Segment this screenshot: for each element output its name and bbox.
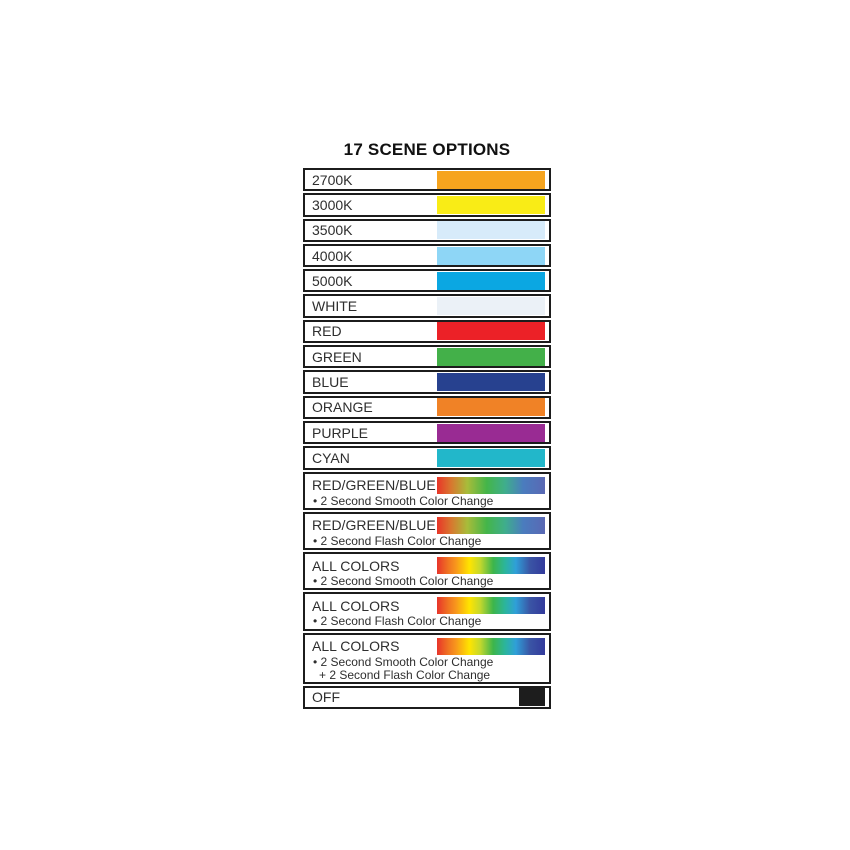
color-swatch [437,448,545,467]
color-swatch [437,516,545,534]
scene-label: ALL COLORS [312,597,400,614]
scene-note: + 2 Second Flash Color Change [319,667,491,682]
scene-row-top: BLUE [305,372,549,392]
scene-note: • 2 Second Flash Color Change [313,533,482,548]
scene-option-row: RED/GREEN/BLUE • 2 Second Smooth Color Ch… [303,471,551,510]
scene-row-top: 3500K [305,221,549,240]
scene-option-row: ALL COLORS • 2 Second Flash Color Change [303,592,551,631]
scene-row-top: 5000K [305,271,549,290]
scene-option-row: ALL COLORS • 2 Second Smooth Color Change… [303,632,551,684]
scene-row-top: PURPLE [305,423,549,442]
color-swatch [437,271,545,290]
scene-label: BLUE [312,374,349,391]
page-title: 17 SCENE OPTIONS [343,140,511,159]
color-swatch [437,557,545,575]
scene-option-row: 4000K [303,243,551,268]
scene-option-row: 5000K [303,269,551,293]
scene-note: • 2 Second Smooth Color Change [313,493,494,508]
color-swatch [437,423,545,442]
scene-note: • 2 Second Flash Color Change [313,614,482,629]
scene-label: PURPLE [312,424,369,441]
scene-option-row: ALL COLORS • 2 Second Smooth Color Change [303,552,551,591]
scene-option-row: 3500K [303,218,551,242]
scene-row-top: ALL COLORS [305,635,549,656]
scene-option-row: ORANGE [303,395,551,419]
scene-label: ALL COLORS [312,557,400,574]
color-swatch [437,637,545,655]
scene-row-top: RED [305,322,549,341]
scene-row-top: 3000K [305,195,549,214]
scene-label: RED [312,323,342,340]
scene-row-top: CYAN [305,448,549,467]
color-swatch [437,297,545,316]
scene-label: GREEN [312,348,362,365]
scene-note: • 2 Second Smooth Color Change [313,574,494,589]
scene-option-row: 2700K [303,168,551,192]
scene-option-row: BLUE [303,370,551,394]
scene-label: WHITE [312,298,358,315]
scene-options-table: 2700K 3000K 3500K 4000K 5000K WHITE RED GREEN BL… [303,168,551,710]
scene-option-row: 3000K [303,193,551,217]
scene-option-row: RED/GREEN/BLUE • 2 Second Flash Color Cha… [303,511,551,551]
scene-label: CYAN [312,449,350,466]
color-swatch [437,597,545,615]
scene-label: ALL COLORS [312,638,400,655]
color-swatch [437,373,545,392]
scene-row-top: RED/GREEN/BLUE [305,474,549,495]
color-swatch [519,688,545,707]
scene-note: • 2 Second Smooth Color Change [313,654,494,669]
scene-option-row: PURPLE [303,420,551,445]
scene-label: 3500K [312,222,353,239]
scene-label: OFF [312,689,340,706]
color-swatch [437,398,545,417]
scene-row-top: RED/GREEN/BLUE [305,514,549,535]
scene-label: 3000K [312,196,353,213]
scene-row-top: GREEN [305,347,549,366]
scene-row-top: WHITE [305,296,549,316]
color-swatch [437,246,545,265]
color-swatch [437,195,545,214]
scene-label: 4000K [312,247,353,264]
scene-row-top: ORANGE [305,398,549,417]
scene-label: RED/GREEN/BLUE [312,477,436,494]
color-swatch [437,347,545,366]
scene-option-row: CYAN [303,446,551,470]
scene-label: 5000K [312,272,353,289]
scene-row-top: OFF [305,688,549,707]
scene-option-row: WHITE [303,294,551,318]
color-swatch [437,170,545,189]
color-swatch [437,476,545,494]
scene-option-row: OFF [303,685,551,710]
scene-option-row: RED [303,319,551,344]
color-swatch [437,322,545,341]
scene-row-top: ALL COLORS [305,554,549,575]
scene-option-row: GREEN [303,345,551,369]
scene-label: RED/GREEN/BLUE [312,517,436,534]
scene-row-top: 4000K [305,246,549,265]
scene-row-top: 2700K [305,170,549,189]
scene-label: 2700K [312,171,353,188]
scene-label: ORANGE [312,399,373,416]
scene-options-panel: 17 SCENE OPTIONS 2700K 3000K 3500K 4000K 500… [303,140,551,710]
scene-row-top: ALL COLORS [305,594,549,615]
color-swatch [437,221,545,240]
